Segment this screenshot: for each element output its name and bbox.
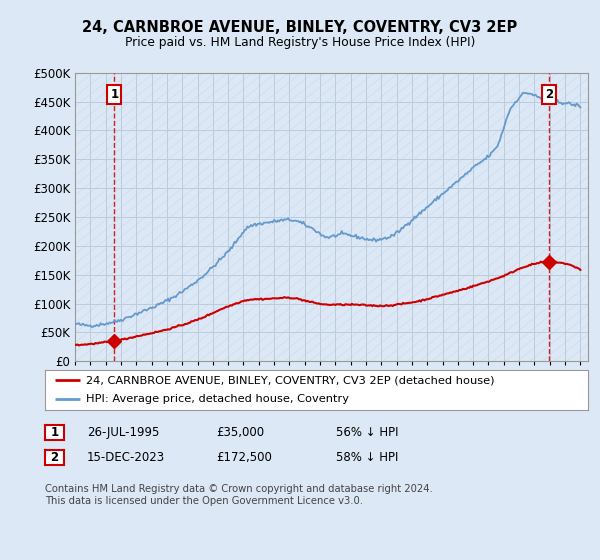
Text: £35,000: £35,000 — [216, 426, 264, 439]
Text: Contains HM Land Registry data © Crown copyright and database right 2024.
This d: Contains HM Land Registry data © Crown c… — [45, 484, 433, 506]
Text: 58% ↓ HPI: 58% ↓ HPI — [336, 451, 398, 464]
Text: 2: 2 — [545, 88, 553, 101]
Text: 1: 1 — [110, 88, 118, 101]
Text: £172,500: £172,500 — [216, 451, 272, 464]
Text: 24, CARNBROE AVENUE, BINLEY, COVENTRY, CV3 2EP (detached house): 24, CARNBROE AVENUE, BINLEY, COVENTRY, C… — [86, 376, 494, 385]
Text: 1: 1 — [50, 426, 59, 439]
Text: 2: 2 — [50, 451, 59, 464]
Text: 26-JUL-1995: 26-JUL-1995 — [87, 426, 160, 439]
Text: 56% ↓ HPI: 56% ↓ HPI — [336, 426, 398, 439]
Text: 15-DEC-2023: 15-DEC-2023 — [87, 451, 165, 464]
Text: HPI: Average price, detached house, Coventry: HPI: Average price, detached house, Cove… — [86, 394, 349, 404]
Text: 24, CARNBROE AVENUE, BINLEY, COVENTRY, CV3 2EP: 24, CARNBROE AVENUE, BINLEY, COVENTRY, C… — [82, 20, 518, 35]
Text: Price paid vs. HM Land Registry's House Price Index (HPI): Price paid vs. HM Land Registry's House … — [125, 36, 475, 49]
